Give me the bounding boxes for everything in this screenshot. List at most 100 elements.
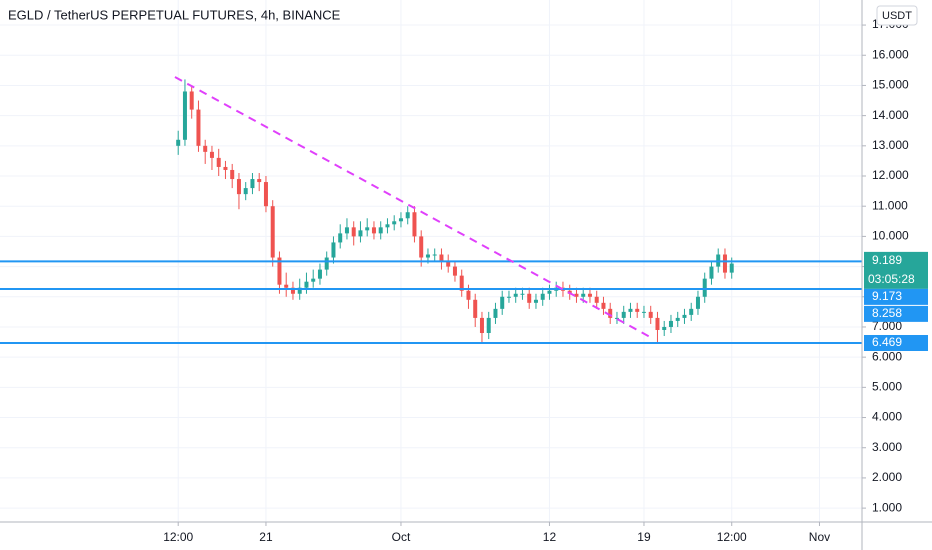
candle-body <box>311 278 316 282</box>
candle-body <box>297 287 302 294</box>
last-price-label: 9.189 <box>872 253 902 267</box>
candle-body <box>351 227 356 237</box>
candle-body <box>662 326 667 330</box>
candle-body <box>250 179 255 189</box>
candle-body <box>689 308 694 315</box>
candle-body <box>182 91 187 140</box>
candle-body <box>263 182 268 207</box>
y-tick-label: 4.000 <box>872 410 902 424</box>
candle-body <box>290 287 295 294</box>
candle-body <box>365 227 370 231</box>
candle-body <box>682 314 687 318</box>
candle-body <box>668 320 673 327</box>
candle-body <box>446 260 451 267</box>
y-tick-label: 6.000 <box>872 349 902 363</box>
candle-body <box>439 254 444 261</box>
countdown-label: 03:05:28 <box>868 272 915 286</box>
candle-body <box>621 311 626 318</box>
hline-label: 6.469 <box>872 335 902 349</box>
hline-label: 9.173 <box>872 289 902 303</box>
candle-body <box>574 293 579 297</box>
candle-body <box>452 266 457 276</box>
x-tick-label: 21 <box>259 530 273 544</box>
candle-body <box>284 284 289 288</box>
candle-body <box>398 218 403 222</box>
y-tick-label: 12.000 <box>872 168 909 182</box>
x-tick-label: 12 <box>543 530 557 544</box>
candle-body <box>338 233 343 243</box>
y-tick-label: 2.000 <box>872 470 902 484</box>
candle-body <box>709 266 714 279</box>
candle-body <box>270 206 275 258</box>
candle-body <box>506 296 511 298</box>
candle-body <box>641 311 646 313</box>
x-tick-label: 12:00 <box>163 530 193 544</box>
candle-body <box>702 278 707 297</box>
candle-body <box>473 299 478 318</box>
candle-body <box>635 308 640 312</box>
candle-body <box>513 293 518 297</box>
chart-title: EGLD / TetherUS PERPETUAL FUTURES, 4h, B… <box>8 7 341 22</box>
candle-body <box>493 308 498 318</box>
candle-body <box>304 281 309 288</box>
last-price-box <box>864 251 928 289</box>
candle-body <box>196 109 201 146</box>
y-tick-label: 7.000 <box>872 319 902 333</box>
candle-body <box>486 317 491 334</box>
candle-body <box>189 91 194 110</box>
candle-body <box>695 296 700 309</box>
candle-body <box>257 179 262 183</box>
candle-body <box>385 224 390 228</box>
y-tick-label: 16.000 <box>872 47 909 61</box>
candle-body <box>729 263 734 273</box>
candle-body <box>425 254 430 258</box>
x-tick-label: 19 <box>637 530 651 544</box>
candle-body <box>176 139 181 146</box>
y-tick-label: 10.000 <box>872 229 909 243</box>
hline-label-box <box>864 288 928 305</box>
y-tick-label: 15.000 <box>872 78 909 92</box>
candle-body <box>601 302 606 309</box>
candle-body <box>533 299 538 303</box>
candle-body <box>594 296 599 303</box>
candle-body <box>419 236 424 258</box>
candle-body <box>230 169 235 180</box>
candle-body <box>655 317 660 330</box>
candle-body <box>432 254 437 256</box>
candle-body <box>371 227 376 234</box>
candle-body <box>405 212 410 219</box>
candle-body <box>527 293 532 303</box>
candle-body <box>216 157 221 167</box>
currency-button[interactable] <box>876 5 918 26</box>
x-tick-label: Oct <box>392 530 411 544</box>
candle-body <box>236 179 241 195</box>
candle-body <box>203 145 208 152</box>
y-tick-label: 5.000 <box>872 380 902 394</box>
candle-body <box>324 257 329 270</box>
candle-body <box>722 254 727 273</box>
candle-body <box>459 275 464 291</box>
candle-body <box>500 296 505 309</box>
candle-body <box>614 317 619 319</box>
hline-label-box <box>864 334 928 351</box>
y-tick-label: 13.000 <box>872 138 909 152</box>
candle-body <box>223 166 228 170</box>
currency-label[interactable]: USDT <box>882 10 912 22</box>
candle-body <box>331 242 336 258</box>
y-tick-label: 1.000 <box>872 500 902 514</box>
candle-body <box>587 293 592 297</box>
candle-body <box>520 293 525 295</box>
hline-label: 8.258 <box>872 306 902 320</box>
candle-body <box>608 308 613 318</box>
candle-body <box>466 290 471 300</box>
y-tick-label: 11.000 <box>872 198 908 212</box>
candle-body <box>648 311 653 318</box>
candle-body <box>628 308 633 312</box>
y-tick-label: 14.000 <box>872 108 909 122</box>
candle-body <box>479 317 484 334</box>
y-tick-label: 3.000 <box>872 440 902 454</box>
hline-label-box <box>864 305 928 322</box>
candle-body <box>378 227 383 234</box>
